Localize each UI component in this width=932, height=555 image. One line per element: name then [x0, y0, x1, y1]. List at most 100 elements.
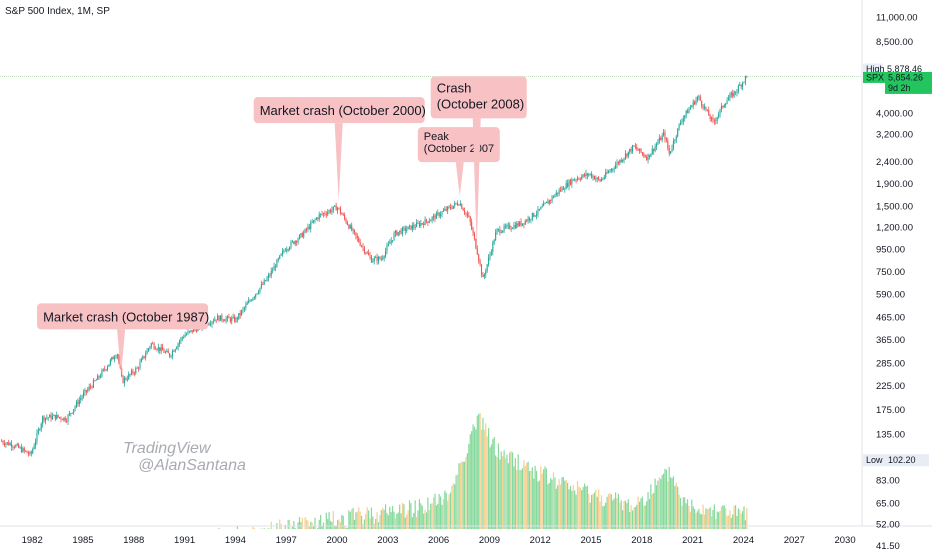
candle-body: [456, 203, 457, 204]
candle-body: [275, 266, 276, 267]
volume-bar: [731, 518, 732, 529]
volume-bar: [581, 490, 582, 529]
candle-body: [353, 230, 354, 231]
candle-body: [84, 390, 85, 393]
candle-body: [125, 378, 126, 379]
candle-body: [317, 218, 318, 219]
volume-bar: [415, 500, 416, 529]
candle-body: [741, 85, 742, 87]
volume-bar: [618, 494, 619, 529]
candle-body: [289, 247, 290, 249]
candle-body: [402, 228, 403, 234]
candle-body: [55, 415, 56, 419]
candle-body: [72, 413, 73, 414]
candle-body: [347, 223, 348, 225]
volume-bar: [451, 486, 452, 529]
candle-body: [156, 349, 157, 350]
candle-body: [528, 218, 529, 221]
volume-bar: [669, 467, 670, 529]
candle-body: [631, 149, 632, 152]
candle-body: [505, 226, 506, 227]
candle-body: [10, 444, 11, 445]
volume-bar: [619, 503, 620, 529]
watermark-line1: TradingView: [123, 440, 212, 457]
candle-body: [577, 178, 578, 179]
candle-body: [409, 225, 410, 226]
candle-body: [474, 233, 475, 238]
candle-body: [63, 418, 64, 420]
candle-body: [635, 146, 636, 147]
symbol-badge: SPX: [866, 72, 884, 82]
candle-body: [690, 107, 691, 109]
candle-body: [265, 280, 266, 281]
candle-body: [123, 376, 124, 383]
candle-body: [543, 204, 544, 207]
volume-bar: [526, 463, 527, 529]
volume-bar: [402, 503, 403, 529]
candle-body: [382, 258, 383, 259]
candle-body: [680, 123, 681, 125]
candle-body: [196, 329, 197, 331]
volume-bar: [347, 528, 348, 529]
candle-body: [508, 225, 509, 226]
candle-body: [439, 213, 440, 216]
volume-bar: [539, 481, 540, 529]
candle-body: [712, 118, 713, 121]
volume-bar: [667, 481, 668, 529]
volume-bar: [264, 528, 265, 529]
candle-body: [673, 141, 674, 148]
volume-bar: [409, 500, 410, 529]
candle-body: [240, 313, 241, 315]
volume-bar: [310, 522, 311, 529]
candle-body: [155, 348, 156, 349]
candle-body: [331, 210, 332, 212]
volume-bar: [460, 463, 461, 529]
candle-body: [725, 104, 726, 105]
candle-body: [395, 231, 396, 234]
candle-body: [659, 138, 660, 142]
volume-bar: [695, 513, 696, 529]
candle-body: [669, 148, 670, 154]
candle-body: [14, 447, 15, 448]
candle-body: [230, 318, 231, 321]
volume-bar: [628, 499, 629, 529]
low-price-value: 102.20: [888, 455, 916, 465]
volume-bar: [670, 477, 671, 529]
candle-body: [245, 305, 246, 308]
candle-body: [310, 222, 311, 228]
candle-body: [3, 442, 4, 444]
candle-body: [285, 251, 286, 252]
candle-body: [708, 110, 709, 116]
y-tick-label: 465.00: [876, 312, 905, 323]
candle-body: [430, 220, 431, 221]
candle-body: [248, 301, 249, 303]
volume-bar: [501, 452, 502, 529]
volume-bar: [354, 520, 355, 529]
volume-bar: [647, 492, 648, 529]
volume-bar: [687, 499, 688, 529]
volume-bar: [504, 450, 505, 529]
candle-body: [504, 226, 505, 231]
candle-body: [46, 418, 47, 419]
candle-body: [556, 193, 557, 195]
candle-body: [419, 223, 420, 226]
y-tick-label: 41.50: [876, 541, 900, 550]
candle-body: [559, 190, 560, 194]
candle-body: [52, 416, 53, 419]
candle-body: [375, 257, 376, 258]
candle-body: [70, 413, 71, 414]
y-tick-label: 14,000.00: [876, 0, 918, 1]
candle-body: [334, 206, 335, 207]
candle-body: [322, 214, 323, 215]
candle-body: [111, 357, 112, 360]
candle-body: [324, 213, 325, 214]
candle-body: [640, 149, 641, 153]
candle-body: [608, 171, 609, 173]
candle-body: [426, 219, 427, 221]
candle-body: [319, 214, 320, 218]
volume-bar: [396, 514, 397, 529]
candle-body: [616, 162, 617, 165]
candle-body: [326, 214, 327, 215]
volume-bar: [338, 519, 339, 529]
candle-body: [12, 447, 13, 448]
